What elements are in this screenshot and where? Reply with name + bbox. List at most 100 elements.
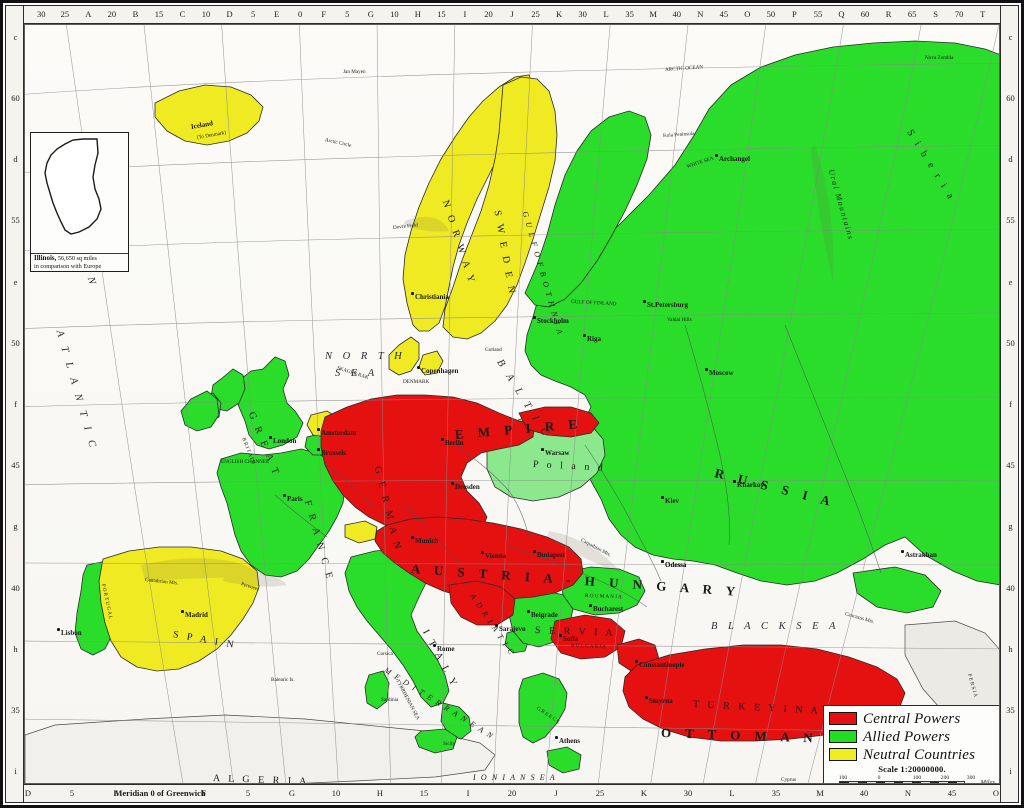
ruler-left-tick: c xyxy=(13,31,18,42)
city-dot xyxy=(181,610,184,613)
ruler-top-tick: P xyxy=(792,9,797,19)
illinois-outline-icon xyxy=(44,138,102,235)
ruler-top-tick: D xyxy=(226,9,233,19)
ruler-top-tick: I xyxy=(463,9,467,19)
ruler-bottom-tick: M xyxy=(816,788,824,798)
ruler-left-tick: 40 xyxy=(11,582,20,593)
ruler-top-tick: 40 xyxy=(672,9,681,19)
ruler-top-tick: 65 xyxy=(907,9,917,19)
ruler-right-tick: 40 xyxy=(1006,582,1015,593)
ruler-left-tick: g xyxy=(13,521,18,532)
ruler-top-tick: 45 xyxy=(719,9,729,19)
ruler-bottom-tick: J xyxy=(554,788,558,798)
city-dot xyxy=(317,448,320,451)
ruler-bottom-tick: 35 xyxy=(771,788,781,798)
ruler-top-tick: 30 xyxy=(578,9,587,19)
ruler-top-tick: 25 xyxy=(531,9,540,19)
ruler-bottom-tick: I xyxy=(466,788,470,798)
ruler-left-tick: e xyxy=(13,276,18,287)
ruler-bottom-tick: 25 xyxy=(595,788,605,798)
ruler-bottom-tick: 45 xyxy=(947,788,957,798)
city-dot xyxy=(661,496,664,499)
city-dot xyxy=(317,428,320,431)
ruler-bottom-tick: D xyxy=(24,788,32,798)
city-dot xyxy=(733,480,736,483)
scale-tick: 0 xyxy=(877,775,881,781)
central-powers-territories xyxy=(320,394,940,768)
ruler-right[interactable]: c 60 d 55 e 50 f 45 g 40 h 35 i xyxy=(1000,5,1019,803)
neutral-countries-swatch xyxy=(829,748,857,761)
scale-bar: 100 0 100 200 300 Miles xyxy=(829,775,995,784)
ruler-top-tick: 5 xyxy=(250,9,256,19)
ruler-top-tick: O xyxy=(744,9,751,19)
ruler-right-tick: 45 xyxy=(1006,460,1015,471)
inset-area: 56,650 sq miles xyxy=(57,255,97,263)
ruler-top-tick: M xyxy=(649,9,657,19)
allied-powers-swatch xyxy=(829,730,857,743)
ruler-right-tick: 60 xyxy=(1006,92,1015,103)
scale-tick: 300 xyxy=(966,775,976,781)
ruler-top-tick: B xyxy=(132,9,139,19)
ruler-top-tick: 20 xyxy=(484,9,493,19)
ruler-left-tick: 60 xyxy=(11,92,20,103)
ruler-left[interactable]: c 60 d 55 e 50 f 45 g 40 h 35 i xyxy=(5,5,24,803)
city-dot xyxy=(481,551,484,554)
ruler-top-tick: A xyxy=(85,9,92,19)
scale-block: Scale 1:20000000. 100 0 100 200 300 Mile… xyxy=(829,764,995,784)
ruler-left-tick: d xyxy=(13,154,18,165)
illinois-inset[interactable]: Illinois, 56,650 sq miles in comparison … xyxy=(30,132,129,272)
scale-unit: Miles xyxy=(980,779,995,784)
ruler-left-tick: i xyxy=(14,766,17,777)
city-dot xyxy=(901,550,904,553)
legend-label-neutral: Neutral Countries xyxy=(863,746,976,763)
map-canvas[interactable]: A T L A N T I CO C E A NN O R T HS E AB … xyxy=(24,24,1000,784)
city-dot xyxy=(283,494,286,497)
map-legend[interactable]: Central Powers Allied Powers Neutral Cou… xyxy=(823,705,999,784)
graticule xyxy=(25,25,999,783)
ruler-left-tick: f xyxy=(14,399,17,409)
illinois-inset-caption: Illinois, 56,650 sq miles in comparison … xyxy=(31,253,128,271)
ruler-bottom-tick: 40 xyxy=(859,788,869,798)
ruler-top-tick: J xyxy=(510,9,514,19)
ruler-bottom-tick: K xyxy=(640,788,648,798)
legend-row-neutral: Neutral Countries xyxy=(829,746,995,763)
ruler-right-tick: h xyxy=(1008,643,1013,654)
ruler-top-tick: 30 xyxy=(37,9,46,19)
ruler-top-tick: 50 xyxy=(766,9,776,19)
ruler-left-tick: h xyxy=(13,643,18,654)
ruler-right-tick: d xyxy=(1008,154,1013,165)
city-dot xyxy=(541,448,544,451)
ruler-bottom-tick: F xyxy=(201,788,207,798)
ruler-top-tick: 15 xyxy=(437,9,446,19)
ruler-top-tick: C xyxy=(179,9,186,19)
inset-comparison: in comparison with Europe xyxy=(34,262,102,270)
allied-powers-territories xyxy=(74,40,999,774)
ruler-right-tick: 55 xyxy=(1006,215,1015,226)
scale-tick: 100 xyxy=(838,775,848,781)
scale-bar-line xyxy=(839,781,965,783)
ruler-right-tick: f xyxy=(1009,399,1012,409)
ruler-right-tick: 50 xyxy=(1006,337,1015,348)
ruler-bottom[interactable]: D 5 E Meridian 0 of Greenwich F 5 G 10 H 15 I 20 J 25… xyxy=(5,784,1019,803)
ruler-bottom-tick: L xyxy=(729,788,735,798)
ruler-bottom-tick: O xyxy=(992,788,1000,798)
legend-label-allied: Allied Powers xyxy=(863,728,951,745)
ruler-top-tick: 10 xyxy=(390,9,399,19)
city-dot xyxy=(635,660,638,663)
city-dot xyxy=(705,368,708,371)
ruler-top-tick: 5 xyxy=(345,9,350,19)
uncoloured-land xyxy=(25,620,999,783)
ruler-bottom-tick: 30 xyxy=(683,788,693,798)
ruler-top-tick: 55 xyxy=(813,9,823,19)
ruler-bottom-tick: G xyxy=(288,788,296,798)
ruler-bottom-tick: 15 xyxy=(419,788,429,798)
city-dot xyxy=(559,634,562,637)
ruler-top-tick: 70 xyxy=(954,9,964,19)
ruler-bottom-tick: 5 xyxy=(69,788,75,798)
ruler-top-tick: H xyxy=(414,9,421,19)
ruler-bottom-tick: 10 xyxy=(331,788,341,798)
ruler-top[interactable]: 353025A20B15C10D5E0F5G10H15I20J25K30L35M… xyxy=(5,5,1019,24)
ruler-top-tick: 15 xyxy=(154,9,164,19)
ruler-left-tick: 50 xyxy=(11,337,20,348)
